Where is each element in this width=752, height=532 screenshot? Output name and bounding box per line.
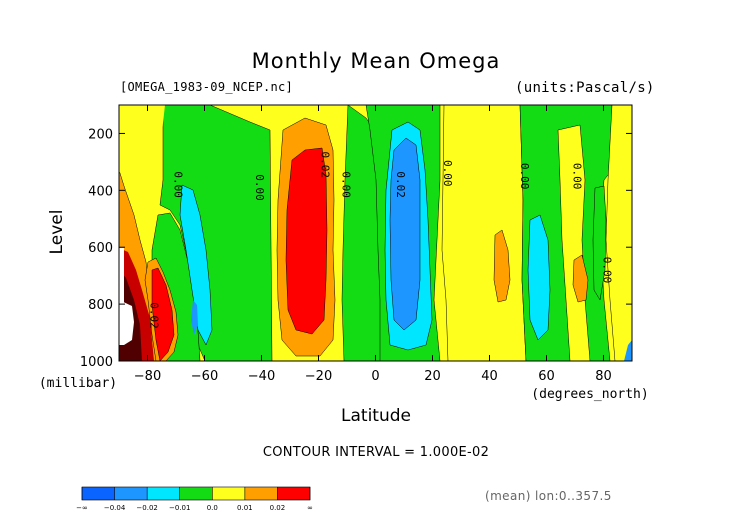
y-tick-label: 200 <box>88 127 113 142</box>
contour-label: 0.00 <box>601 257 614 284</box>
y-axis-unit: (millibar) <box>39 376 117 391</box>
x-tick-label: 80 <box>595 369 612 384</box>
colorbar-label: ∞ <box>307 504 313 512</box>
y-tick-label: 1000 <box>80 355 113 370</box>
x-tick-label: −20 <box>305 369 332 384</box>
y-axis: 200 400 600 800 1000 <box>80 127 632 370</box>
colorbar-label: 0.01 <box>237 504 253 512</box>
file-label: [OMEGA_1983-09_NCEP.nc] <box>120 80 294 94</box>
region-yellow-top-left <box>119 105 165 180</box>
region-blue-eq <box>389 137 421 331</box>
colorbar-swatch <box>212 487 245 500</box>
x-tick-label: 60 <box>538 369 555 384</box>
colorbar-label: −∞ <box>76 504 88 512</box>
contour-interval-label: CONTOUR INTERVAL = 1.000E-02 <box>262 445 490 460</box>
colorbar-swatch <box>244 487 278 500</box>
colorbar-label: 0.02 <box>270 504 286 512</box>
units-label: (units:Pascal/s) <box>515 80 655 96</box>
region-green-north-pole <box>592 185 607 301</box>
colorbar-swatch <box>277 487 310 500</box>
x-tick-label: 0 <box>371 369 379 384</box>
region-cyan-north <box>527 214 551 341</box>
region-yellow-north-pole <box>605 105 632 361</box>
colorbar-swatch <box>82 487 115 500</box>
region-yellow-sub <box>441 105 527 361</box>
region-blue-north-pole <box>624 340 632 361</box>
region-orange-40 <box>493 229 511 303</box>
y-axis-title: Level <box>47 210 67 255</box>
x-tick-label: 20 <box>424 369 441 384</box>
mean-note: (mean) lon:0..357.5 <box>485 489 612 503</box>
colorbar-swatch <box>114 487 148 500</box>
contour-label: 0.02 <box>318 151 331 178</box>
x-tick-label: −60 <box>191 369 218 384</box>
colorbar: −∞ −0.04 −0.02 −0.01 0.0 0.01 0.02 ∞ <box>76 486 313 512</box>
contour-label: 0.02 <box>147 302 160 329</box>
x-axis: −80 −60 −40 −20 0 20 40 60 80 <box>134 105 612 384</box>
region-missing-edge <box>119 248 124 320</box>
x-tick-label: 40 <box>481 369 498 384</box>
contour-label: 0.00 <box>571 163 584 190</box>
contour-label: 0.00 <box>441 160 454 187</box>
region-red-center <box>285 147 328 335</box>
colorbar-swatch <box>147 487 180 500</box>
region-red-75 <box>151 267 175 361</box>
contour-label: 0.00 <box>253 174 266 201</box>
colorbar-label: −0.02 <box>136 504 157 512</box>
region-orange-north <box>572 254 589 303</box>
y-tick-label: 800 <box>88 298 113 313</box>
region-yellow-north <box>557 124 591 361</box>
colorbar-label: −0.01 <box>169 504 190 512</box>
colorbar-label: 0.0 <box>207 504 218 512</box>
region-cyan-south <box>179 184 213 346</box>
x-axis-title: Latitude <box>341 406 411 426</box>
chart-title: Monthly Mean Omega <box>251 49 501 73</box>
x-tick-label: −80 <box>134 369 161 384</box>
colorbar-swatch <box>179 487 213 500</box>
x-axis-unit: (degrees_north) <box>531 387 648 402</box>
contour-labels: 0.00 0.00 0.02 0.00 0.02 0.00 0.00 0.00 0.00 0.02 <box>147 151 613 328</box>
contour-label: 0.00 <box>518 163 531 190</box>
region-blue-south <box>191 300 198 335</box>
y-tick-label: 600 <box>88 241 113 256</box>
contour-label: 0.00 <box>172 171 185 198</box>
contour-label: 0.00 <box>340 171 353 198</box>
contour-label: 0.02 <box>394 171 407 198</box>
colorbar-label: −0.04 <box>104 504 126 512</box>
y-tick-label: 400 <box>88 184 113 199</box>
contour-field <box>119 105 632 361</box>
x-tick-label: −40 <box>248 369 275 384</box>
